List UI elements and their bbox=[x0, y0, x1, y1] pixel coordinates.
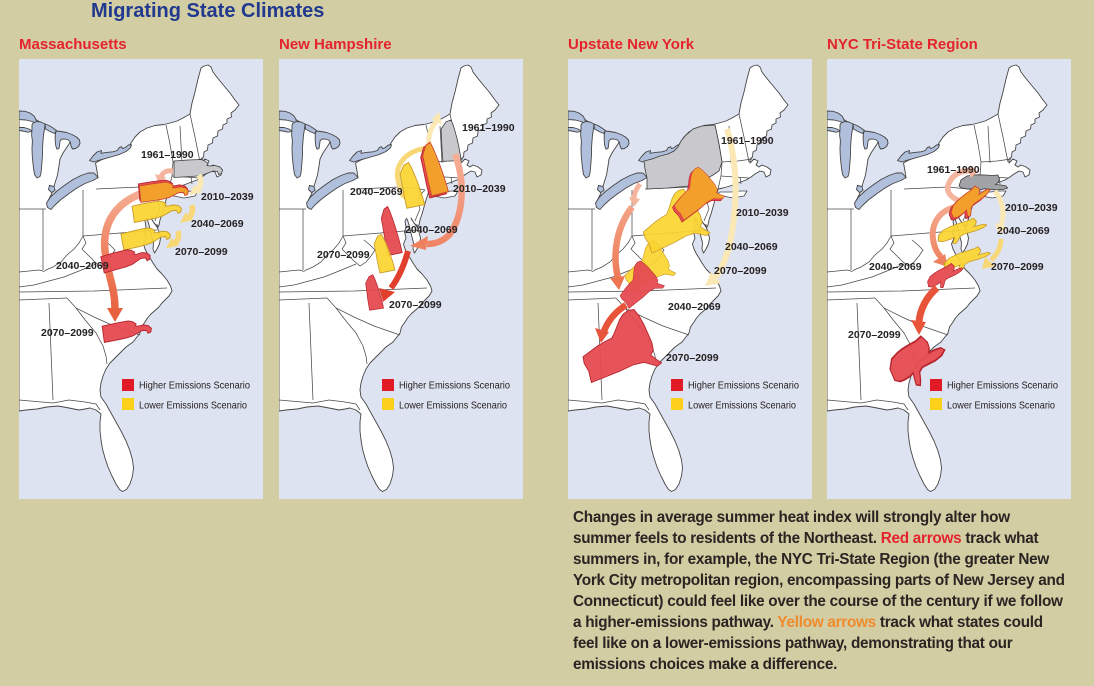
svg-text:2040–2069: 2040–2069 bbox=[668, 301, 721, 313]
svg-text:2040–2069: 2040–2069 bbox=[56, 260, 109, 272]
svg-text:2070–2099: 2070–2099 bbox=[389, 299, 442, 311]
svg-text:2040–2069: 2040–2069 bbox=[997, 225, 1050, 237]
svg-text:2010–2039: 2010–2039 bbox=[736, 207, 789, 219]
svg-text:1961–1990: 1961–1990 bbox=[927, 164, 980, 176]
svg-text:2070–2099: 2070–2099 bbox=[848, 329, 901, 341]
svg-text:2010–2039: 2010–2039 bbox=[1005, 202, 1058, 214]
svg-text:1961–1990: 1961–1990 bbox=[721, 135, 774, 147]
svg-text:1961–1990: 1961–1990 bbox=[462, 122, 515, 134]
svg-text:2070–2099: 2070–2099 bbox=[666, 352, 719, 364]
svg-text:2070–2099: 2070–2099 bbox=[175, 246, 228, 258]
svg-text:2070–2099: 2070–2099 bbox=[317, 249, 370, 261]
svg-text:1961–1990: 1961–1990 bbox=[141, 149, 194, 161]
svg-text:2010–2039: 2010–2039 bbox=[201, 191, 254, 203]
svg-text:2070–2099: 2070–2099 bbox=[714, 265, 767, 277]
svg-text:2040–2069: 2040–2069 bbox=[350, 186, 403, 198]
svg-text:2010–2039: 2010–2039 bbox=[453, 183, 506, 195]
svg-text:2070–2099: 2070–2099 bbox=[41, 327, 94, 339]
svg-text:2040–2069: 2040–2069 bbox=[725, 241, 778, 253]
svg-text:2070–2099: 2070–2099 bbox=[991, 261, 1044, 273]
svg-text:2040–2069: 2040–2069 bbox=[869, 261, 922, 273]
svg-text:2040–2069: 2040–2069 bbox=[191, 218, 244, 230]
svg-text:2040–2069: 2040–2069 bbox=[405, 224, 458, 236]
